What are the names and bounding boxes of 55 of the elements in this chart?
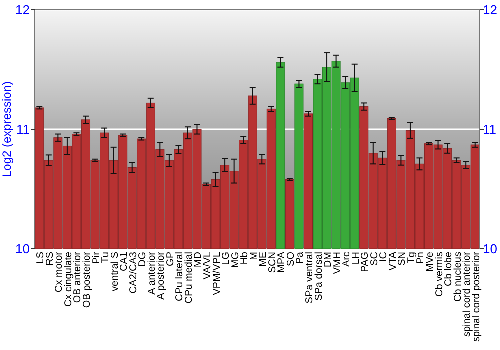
x-tick-label: ventral S [110,252,121,292]
x-tick-label: CA2/CA3 [128,252,140,294]
x-tick-label: DG [138,252,149,267]
x-tick-label: CA1 [119,252,130,272]
x-tick-label: SN [397,252,408,266]
x-tick-label: PAG [360,252,372,272]
x-tick-label: CPu medial [184,252,195,304]
x-tick-label: SPa dorsal [314,252,325,301]
x-tick-label: SO [286,252,297,266]
x-tick-label: VMH [332,252,344,274]
y2-tick-label: 12 [483,2,498,18]
x-tick-label: MVe [425,252,436,272]
x-tick-label: VTA [388,252,399,271]
x-tick-label: IC [378,252,390,262]
x-tick-label: Pir [91,251,102,264]
x-tick-label: Pn [416,252,427,264]
x-tick-label: GP [165,252,176,266]
x-tick-label: Cb nucleus [452,252,464,302]
x-tick-label: Pa [295,252,306,264]
x-tick-label: Cx cingulate [63,252,74,308]
x-tick-label: SC [369,252,380,266]
x-tick-label: Cx motor [54,251,66,293]
x-tick-label: MD [193,252,204,268]
x-tick-label: LG [221,252,232,266]
x-tick-label: SCN [267,252,278,274]
y2-tick-label: 10 [483,242,498,257]
y-axis-title: Log2 (expression) [0,81,14,178]
x-tick-label: spinal cord anterior [462,251,474,338]
x-tick-label: Hb [240,252,251,265]
x-tick-label: Cb lobe [444,252,455,286]
x-tick-label: MPA [276,252,288,273]
x-tick-label: spinal cord posterior [471,251,482,342]
x-tick-label: SPa ventral [304,252,316,304]
x-tick-label: VA/VL [202,252,214,280]
x-tick-label: Cb vermis [434,252,446,298]
x-tick-label: A anterior [146,251,158,295]
y-tick-label: 11 [16,122,30,138]
y2-tick-label: 11 [483,122,496,138]
x-tick-label: MG [230,252,242,268]
x-tick-label: Arc [342,252,353,267]
x-tick-label: VPM/VPL [212,252,223,296]
x-tick-label: OB posterior [82,251,93,308]
x-tick-label: LH [350,252,362,265]
x-tick-label: M [248,252,260,260]
x-tick-label: OB anterior [72,251,84,304]
x-tick-label: ME [258,252,270,267]
x-tick-label: RS [44,252,56,266]
x-tick-label: DM [323,252,334,268]
y-tick-label: 10 [16,242,30,257]
y-tick-label: 12 [16,2,30,18]
x-tick-label: A posterior [156,251,168,300]
x-tick-label: Tg [406,252,418,264]
x-tick-label: Tu [100,252,112,264]
x-tick-label: LS [36,252,47,264]
x-tick-label: CPu lateral [174,252,186,302]
